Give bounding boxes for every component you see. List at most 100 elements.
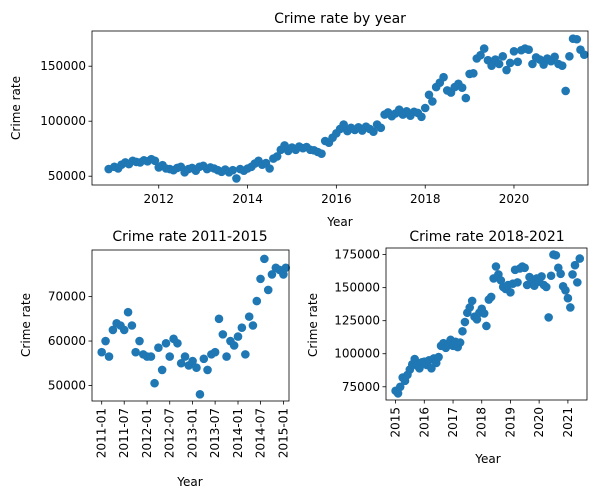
data-point [420, 103, 430, 113]
y-tick-label: 70000 [48, 290, 86, 304]
x-axis-label: Year [474, 452, 500, 466]
data-point [568, 270, 577, 279]
data-point [460, 317, 470, 327]
data-point [232, 174, 241, 183]
data-point [192, 363, 201, 372]
x-axis-label: Year [176, 475, 202, 489]
data-point [556, 269, 565, 279]
data-point [494, 59, 504, 69]
y-axis-label: Crime rate [9, 76, 23, 140]
data-point [108, 325, 118, 335]
y-tick-label: 75000 [342, 380, 380, 394]
x-tick-label: 2016 [417, 407, 431, 438]
y-tick-label: 150000 [40, 59, 86, 73]
data-point [570, 260, 580, 270]
data-point [376, 123, 386, 133]
data-point [546, 271, 556, 281]
data-point [267, 270, 277, 279]
data-point [248, 321, 258, 330]
points-layer [391, 250, 585, 398]
data-point [395, 382, 405, 392]
x-tick-label: 2015-01 [276, 408, 290, 458]
data-point [393, 389, 403, 398]
data-point [491, 262, 501, 271]
data-point [469, 69, 478, 78]
data-point [417, 112, 426, 122]
data-point [467, 296, 477, 306]
data-point [176, 358, 186, 368]
data-point [465, 303, 475, 312]
data-point [566, 303, 575, 312]
data-point [479, 44, 489, 53]
x-tick-label: 2013-07 [208, 408, 222, 458]
y-tick-label: 100000 [40, 114, 86, 128]
data-point [513, 57, 523, 67]
tick-layer: 2011-01 2011-07 2012-01 2012-07 2013-01 2013-… [48, 290, 291, 459]
data-point [104, 352, 114, 361]
data-point [199, 354, 209, 364]
x-tick-label: 2021 [561, 407, 575, 438]
data-point [233, 332, 243, 341]
data-point [486, 292, 496, 302]
data-point [119, 325, 129, 335]
data-point [575, 254, 585, 263]
data-point [544, 313, 553, 322]
x-tick-label: 2020 [532, 407, 546, 438]
data-point [150, 156, 160, 166]
data-point [123, 307, 133, 317]
data-point [537, 272, 546, 281]
data-point [260, 254, 269, 264]
data-point [498, 52, 508, 61]
x-tick-label: 2013-01 [186, 408, 200, 458]
data-point [557, 61, 567, 70]
x-tick-label: 2011-01 [95, 408, 109, 458]
data-point [161, 338, 171, 348]
data-point [241, 350, 250, 359]
y-tick-label: 125000 [334, 314, 380, 328]
x-tick-label: 2020 [499, 192, 530, 206]
data-point [572, 34, 582, 44]
data-point [127, 321, 137, 330]
data-point [563, 293, 573, 303]
data-point [97, 347, 107, 357]
plot-frame [91, 30, 589, 186]
chart-crime-2018-2021: Crime rate 2018-2021 2015 2016 2017 2018 201… [306, 229, 588, 466]
data-point [461, 93, 471, 103]
y-tick-label: 175000 [334, 248, 380, 262]
data-point [410, 354, 419, 364]
data-point [180, 352, 190, 361]
data-point [496, 276, 506, 285]
data-point [565, 52, 574, 61]
data-point [528, 59, 537, 69]
x-tick-label: 2018 [475, 407, 489, 438]
data-point [476, 50, 485, 60]
data-point [131, 347, 140, 357]
data-point [505, 58, 515, 68]
data-point [520, 263, 529, 273]
x-tick-label: 2014-01 [231, 408, 245, 458]
data-point [541, 282, 551, 292]
x-tick-label: 2016 [321, 192, 352, 206]
data-point [458, 326, 467, 336]
data-point [222, 352, 231, 361]
data-point [550, 52, 559, 62]
chart-crime-by-year: Crime rate by year 2012 2014 2016 2018 2020 5… [9, 11, 589, 229]
data-point [509, 47, 519, 56]
data-point [317, 149, 326, 158]
x-tick-label: 2012-07 [163, 408, 177, 458]
data-point [165, 352, 175, 361]
data-point [524, 45, 533, 54]
data-point [272, 152, 282, 161]
data-point [439, 72, 448, 82]
data-point [265, 164, 274, 173]
y-tick-label: 150000 [334, 281, 380, 295]
data-point [173, 338, 182, 348]
x-tick-label: 2019 [503, 407, 517, 438]
data-point [472, 315, 482, 324]
data-point [455, 338, 465, 347]
data-point [252, 296, 262, 306]
tick-layer: 2015 2016 2017 2018 2019 2020 2021 75000 100000 1… [334, 248, 575, 438]
x-tick-label: 2017 [446, 407, 460, 438]
x-tick-label: 2014-07 [254, 408, 268, 458]
